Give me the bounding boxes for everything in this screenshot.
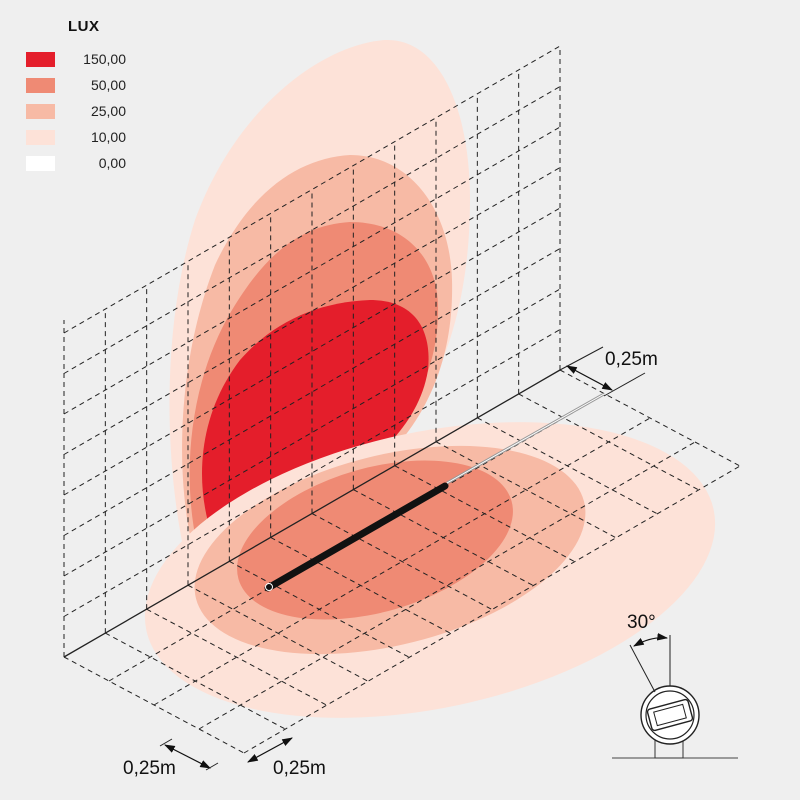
- legend-value: 150,00: [83, 51, 126, 67]
- legend-value: 25,00: [90, 103, 126, 119]
- legend-value: 50,00: [90, 77, 126, 93]
- wall-zone-150-lux: [201, 300, 429, 523]
- dimension-label-depth: 0,25m: [605, 349, 658, 370]
- legend-item: 25,00: [26, 98, 126, 124]
- dimension-label-floor-y: 0,25m: [273, 758, 326, 779]
- floor-zone-50-lux: [237, 460, 513, 620]
- legend-swatch: [26, 103, 55, 119]
- dimension-floor-x: 0,25m: [123, 738, 219, 779]
- legend-item: 50,00: [26, 72, 126, 98]
- lux-legend: LUX 150,00 50,00 25,00 10,00 0,00: [26, 18, 126, 176]
- legend-title: LUX: [68, 18, 100, 35]
- legend-value: 0,00: [98, 155, 126, 171]
- legend-swatch: [26, 155, 55, 171]
- linear-fixture: [264, 392, 605, 592]
- angle-tilt-line: [629, 644, 656, 693]
- wall-floor-edge: [63, 369, 561, 658]
- floor-grid: [63, 369, 741, 754]
- legend-swatch: [26, 129, 55, 145]
- legend-item: 10,00: [26, 124, 126, 150]
- dimension-label-floor-x: 0,25m: [123, 758, 176, 779]
- angle-arc: [633, 632, 669, 647]
- legend-swatch: [26, 51, 55, 67]
- dimension-floor-y: 0,25m: [247, 737, 326, 779]
- legend-swatch: [26, 77, 55, 93]
- legend-item: 150,00: [26, 46, 126, 72]
- floor-illuminance-zones: [144, 422, 716, 718]
- dimension-label-angle: 30°: [627, 612, 656, 633]
- legend-value: 10,00: [90, 129, 126, 145]
- legend-item: 0,00: [26, 150, 126, 176]
- fixture-section-detail: 30°: [612, 612, 738, 759]
- legend-items: 150,00 50,00 25,00 10,00 0,00: [26, 46, 126, 176]
- dimension-wall-depth: 0,25m: [559, 346, 658, 397]
